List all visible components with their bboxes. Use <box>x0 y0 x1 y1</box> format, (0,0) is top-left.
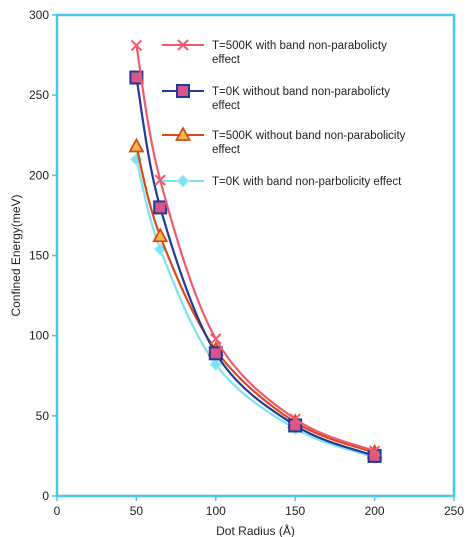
legend-label-2-line-1: T=0K without band non-parabolicty <box>212 86 390 98</box>
series-1-point-3-stroke-b <box>210 333 222 345</box>
x-axis-label: Dot Radius (Å) <box>216 523 295 537</box>
series-1-point-1-stroke-b <box>130 39 143 52</box>
series-1-point-1 <box>130 39 143 52</box>
series-1-point-4 <box>289 413 301 425</box>
legend: T=500K with band non-parabolicty effectT=… <box>162 39 406 188</box>
y-axis-label: Confined Energy(meV) <box>9 194 23 316</box>
legend-label-1: T=500K with band non-parabolicty effect <box>212 40 387 66</box>
legend-entry-4: T=0K with band non-parbolicity effect <box>162 174 402 188</box>
legend-label-3-line-2: effect <box>212 144 241 156</box>
y-tick-label: 150 <box>29 249 49 263</box>
legend-label-4: T=0K with band non-parbolicity effect <box>212 176 402 188</box>
legend-marker-2 <box>176 84 190 98</box>
series-3-point-2 <box>152 227 169 243</box>
axis-ticks: 0 50 100 150 200 250 300 0 50 100 150 200 250 <box>29 8 464 518</box>
series-2-point-1 <box>129 70 144 85</box>
x-tick-label: 100 <box>206 504 226 518</box>
legend-entry-3: T=500K without band non-parabolicity effe… <box>162 126 406 156</box>
x-tick-label: 50 <box>130 504 144 518</box>
y-tick-label: 100 <box>29 329 49 343</box>
legend-marker-1-stroke-b <box>177 39 189 51</box>
x-tick-label: 250 <box>444 504 464 518</box>
series-1-point-3 <box>210 333 222 345</box>
series-2-point-3 <box>208 346 223 361</box>
series-2-point-2 <box>153 200 168 215</box>
series-1-line <box>135 45 376 453</box>
series-layer <box>128 39 383 465</box>
legend-label-2: T=0K without band non-parabolicty effect <box>212 86 390 112</box>
series-2-line <box>135 77 375 457</box>
series-1 <box>130 39 381 457</box>
legend-entry-1: T=500K with band non-parabolicty effect <box>162 39 387 66</box>
x-tick-label: 0 <box>54 504 61 518</box>
series-4-point-3 <box>209 357 223 372</box>
legend-marker-4 <box>176 174 190 188</box>
plot-area <box>55 13 456 498</box>
legend-label-2-line-2: effect <box>212 100 241 112</box>
legend-marker-3 <box>174 126 192 141</box>
plot-frame <box>55 13 456 498</box>
legend-label-3-line-1: T=500K without band non-parabolicity <box>212 130 406 142</box>
series-1-point-5-stroke-b <box>368 445 381 457</box>
series-3-point-1 <box>128 137 145 153</box>
series-1-point-4-stroke-b <box>289 413 301 425</box>
series-1-point-2 <box>154 174 166 186</box>
y-tick-label: 200 <box>29 168 49 182</box>
x-tick-label: 150 <box>285 504 305 518</box>
y-tick-label: 50 <box>36 409 50 423</box>
x-tick-label: 200 <box>365 504 385 518</box>
legend-label-1-line-2: effect <box>212 54 241 66</box>
series-1-point-5 <box>368 445 381 457</box>
legend-label-3: T=500K without band non-parabolicity effe… <box>212 130 406 156</box>
y-tick-label: 0 <box>42 489 49 503</box>
series-2 <box>129 70 382 463</box>
legend-marker-1 <box>177 39 189 51</box>
legend-label-1-line-1: T=500K with band non-parabolicty <box>212 40 387 52</box>
series-1-point-2-stroke-b <box>154 174 166 186</box>
y-tick-label: 300 <box>29 8 49 22</box>
legend-entry-2: T=0K without band non-parabolicty effect <box>162 84 390 112</box>
y-tick-label: 250 <box>29 88 49 102</box>
